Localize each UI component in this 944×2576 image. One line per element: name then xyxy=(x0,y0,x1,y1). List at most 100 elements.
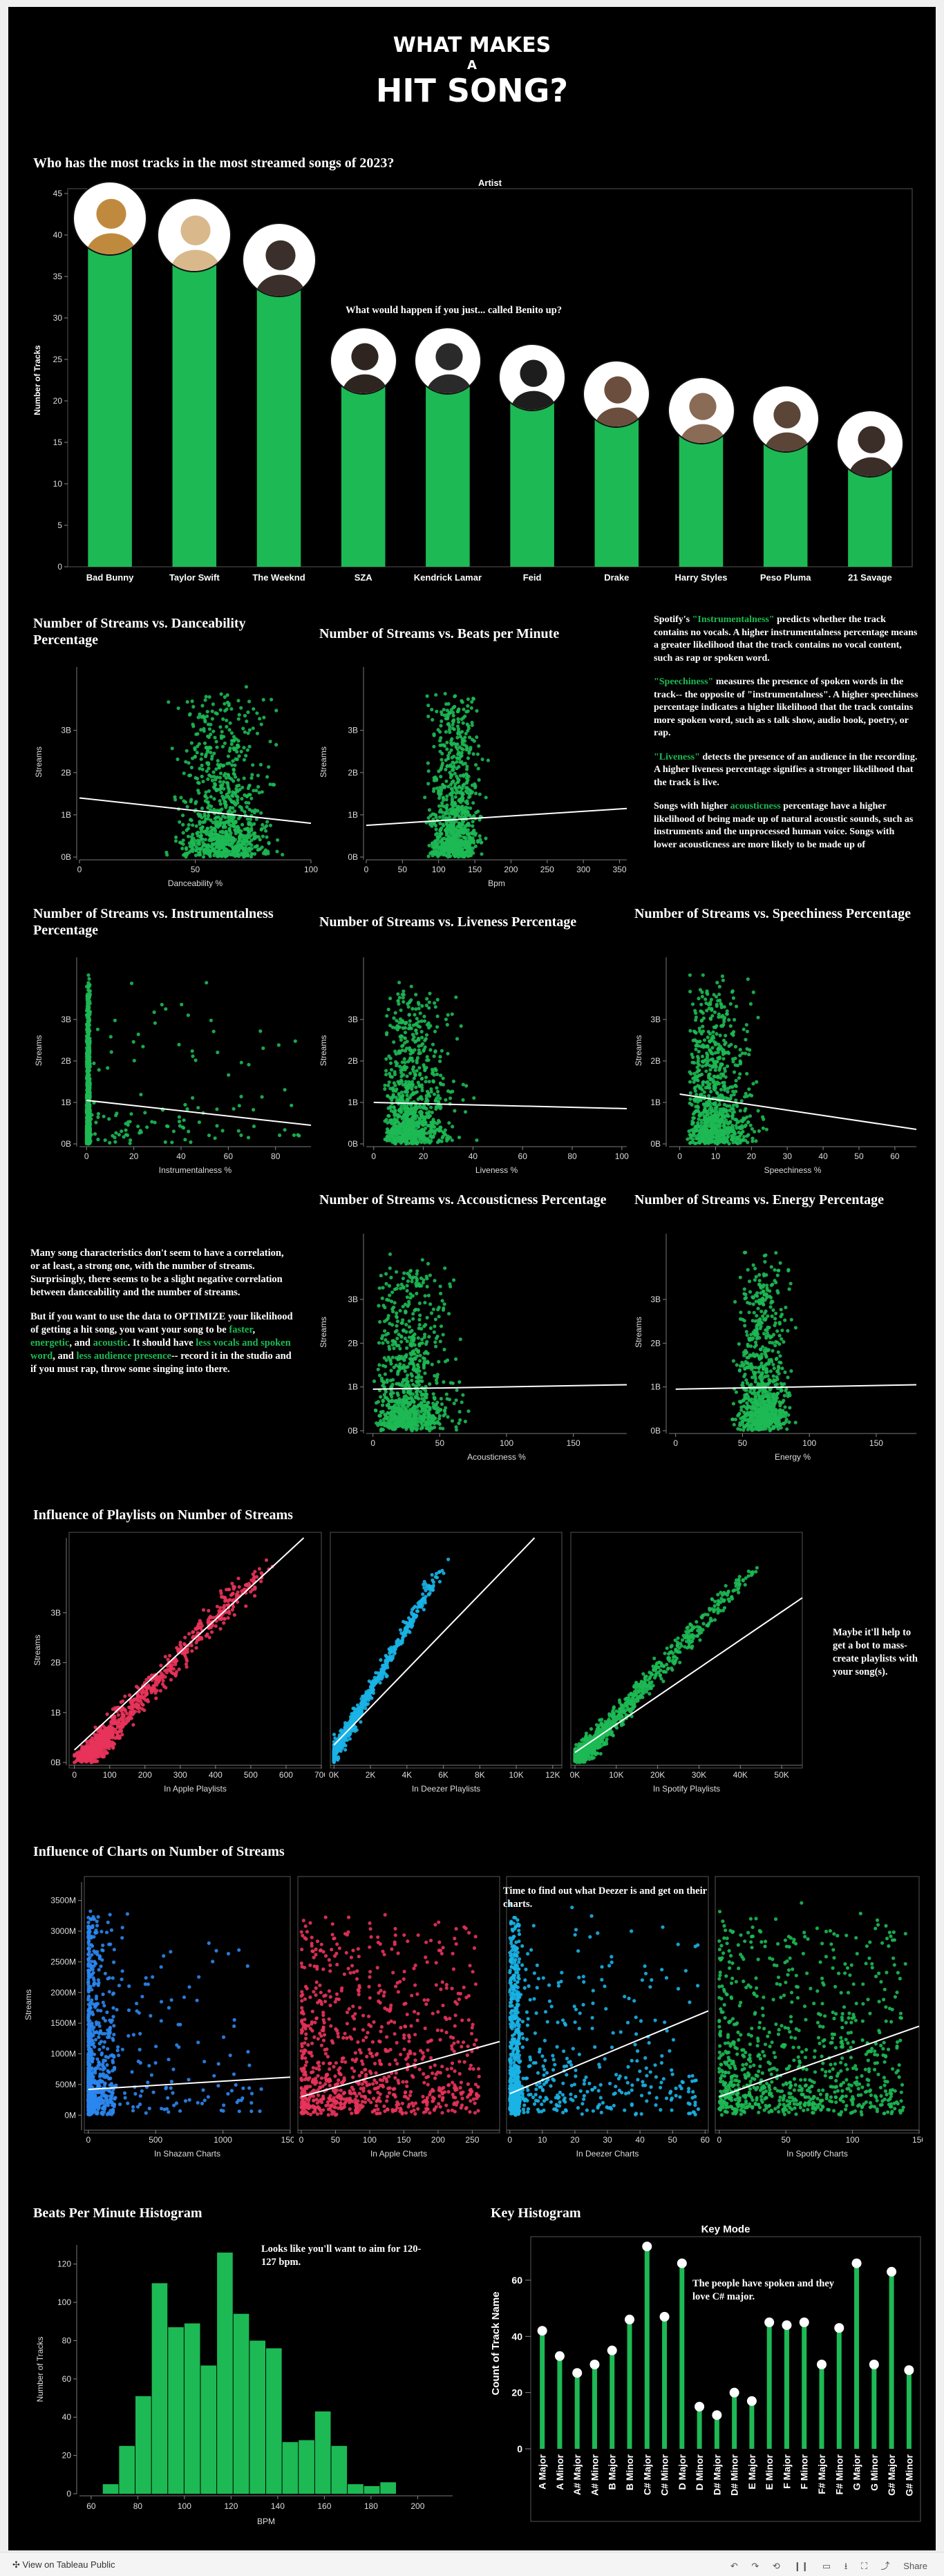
data-point xyxy=(236,778,240,782)
data-point xyxy=(232,746,236,750)
data-point xyxy=(170,1140,174,1145)
data-point xyxy=(399,1021,404,1025)
data-point xyxy=(434,693,438,697)
data-point xyxy=(240,797,244,801)
data-point xyxy=(180,1002,184,1006)
data-point xyxy=(706,1058,710,1062)
data-point xyxy=(466,778,470,782)
data-point xyxy=(436,791,440,796)
data-point xyxy=(271,782,275,787)
data-point xyxy=(734,1098,738,1102)
data-point xyxy=(463,1110,468,1114)
data-point xyxy=(414,1085,418,1089)
data-point xyxy=(712,1060,717,1064)
data-point xyxy=(713,1106,717,1110)
data-point xyxy=(238,839,242,843)
data-point xyxy=(178,1124,182,1128)
data-point xyxy=(87,1128,91,1132)
data-point xyxy=(187,822,191,827)
data-point xyxy=(466,840,470,844)
data-point xyxy=(413,1122,417,1127)
data-point xyxy=(738,1048,742,1052)
data-point xyxy=(480,840,484,845)
data-point xyxy=(88,1085,92,1089)
data-point xyxy=(218,708,223,712)
y-tick-label: 2B xyxy=(61,768,71,778)
data-point xyxy=(419,1140,424,1145)
data-point xyxy=(692,1127,696,1131)
data-point xyxy=(438,785,442,789)
data-point xyxy=(466,726,471,731)
data-point xyxy=(420,1035,424,1040)
data-point xyxy=(228,721,232,725)
data-point xyxy=(408,1141,413,1145)
artist-avatar xyxy=(241,223,317,298)
data-point xyxy=(214,740,218,744)
data-point xyxy=(477,778,481,782)
artist-label: Drake xyxy=(604,572,629,583)
data-point xyxy=(710,1057,715,1061)
data-point xyxy=(211,837,216,842)
data-point xyxy=(460,717,464,722)
data-point xyxy=(761,1126,765,1130)
data-point xyxy=(393,1070,397,1074)
data-point xyxy=(728,1109,732,1113)
x-tick-label: 10 xyxy=(711,1151,721,1161)
data-point xyxy=(259,722,263,726)
data-point xyxy=(424,1066,428,1070)
data-point xyxy=(706,1116,710,1120)
data-point xyxy=(439,1073,443,1078)
data-point xyxy=(484,836,488,840)
data-point xyxy=(724,1118,728,1122)
data-point xyxy=(728,1096,733,1100)
data-point xyxy=(711,1034,715,1038)
data-point xyxy=(209,795,213,799)
y-tick-label: 2B xyxy=(348,1338,358,1348)
y-tick-label: 2B xyxy=(348,1056,358,1066)
data-point xyxy=(231,806,235,810)
data-point xyxy=(415,1272,419,1276)
data-point xyxy=(717,993,721,997)
x-tick-label: 80 xyxy=(567,1151,577,1161)
data-point xyxy=(468,814,472,818)
data-point xyxy=(255,711,259,715)
y-tick-label: 10 xyxy=(53,479,63,489)
data-point xyxy=(229,842,233,846)
data-point xyxy=(426,816,431,820)
data-point xyxy=(392,1016,396,1020)
data-point xyxy=(231,790,235,794)
data-point xyxy=(212,751,216,755)
data-point xyxy=(697,1026,701,1031)
data-point xyxy=(456,717,460,721)
data-point xyxy=(197,1120,201,1125)
data-point xyxy=(420,1122,424,1127)
data-point xyxy=(214,809,218,814)
data-point xyxy=(748,1123,753,1127)
trend-line xyxy=(366,807,627,827)
data-point xyxy=(267,840,271,845)
data-point xyxy=(471,801,475,805)
data-point xyxy=(688,1133,692,1137)
data-point xyxy=(704,1063,708,1067)
data-point xyxy=(423,1038,427,1042)
data-point xyxy=(208,808,213,812)
data-point xyxy=(415,1291,419,1296)
data-point xyxy=(207,761,211,765)
data-point xyxy=(405,1115,409,1119)
data-point xyxy=(166,1125,170,1129)
data-point xyxy=(722,1080,726,1084)
data-point xyxy=(466,828,470,832)
data-point xyxy=(85,1027,90,1031)
data-point xyxy=(417,1002,421,1006)
data-point xyxy=(233,763,237,767)
data-point xyxy=(474,763,478,767)
data-point xyxy=(200,828,204,832)
x-tick-label: 40 xyxy=(176,1151,186,1161)
x-tick-label: 60 xyxy=(224,1151,234,1161)
data-point xyxy=(694,1031,698,1035)
data-point xyxy=(233,809,237,814)
data-point xyxy=(451,706,455,710)
data-point xyxy=(688,973,692,977)
data-point xyxy=(200,763,204,767)
